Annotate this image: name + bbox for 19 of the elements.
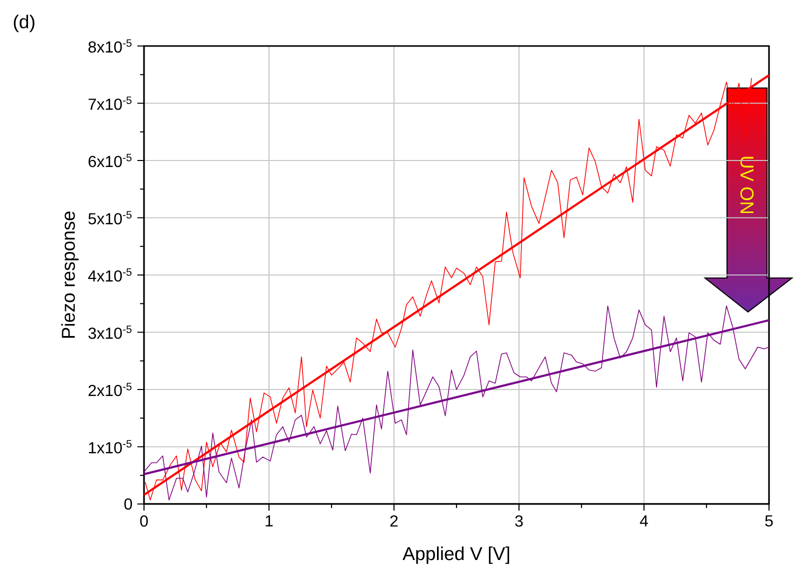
y-axis-title: Piezo response — [61, 212, 79, 338]
y-tick-label: 6x10$^{-5}$ — [88, 154, 132, 168]
y-tick-label: 4x10$^{-5}$ — [88, 268, 132, 282]
y-tick-label: 7x10$^{-5}$ — [88, 96, 132, 110]
y-tick-label: 1x10$^{-5}$ — [88, 440, 132, 454]
x-tick-label: 5 — [765, 515, 773, 527]
x-tick-label: 3 — [515, 515, 523, 527]
annotation: UV ON — [740, 156, 754, 214]
x-tick-label: 1 — [266, 515, 273, 526]
y-tick-label: 3x10$^{-5}$ — [88, 326, 132, 339]
y-tick-label: 5x10$^{-5}$ — [88, 211, 132, 224]
x-tick-label: 2 — [390, 515, 398, 527]
y-tick-label: 8x10$^{-5}$ — [88, 39, 132, 53]
text: (d) — [14, 14, 34, 32]
y-tick-label: 0 — [124, 498, 132, 510]
x-tick-label: 4 — [640, 515, 648, 526]
x-axis-title: Applied V [V] — [402, 546, 510, 564]
x-tick-label: 0 — [140, 515, 148, 527]
y-tick-label: 2x10$^{-5}$ — [88, 382, 132, 396]
